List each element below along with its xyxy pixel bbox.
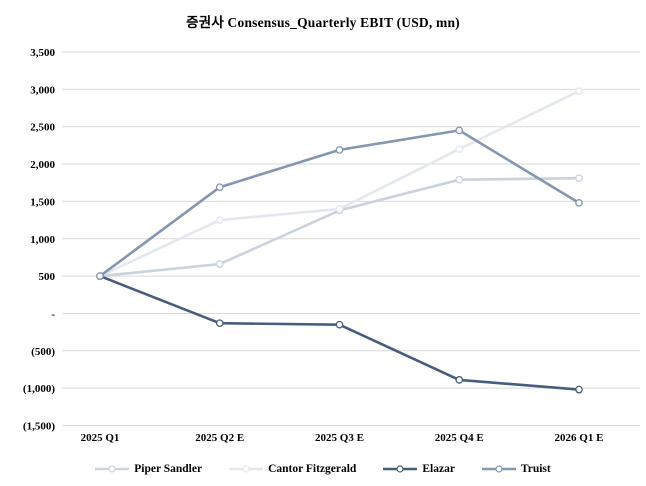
series-marker-elazar bbox=[215, 319, 224, 328]
x-axis-label: 2026 Q1 E bbox=[555, 432, 604, 444]
series-marker-truist bbox=[335, 146, 344, 154]
y-axis-tick-label: (1,000) bbox=[23, 383, 55, 395]
legend-line-marker-icon bbox=[95, 465, 130, 473]
legend-label: Truist bbox=[520, 463, 551, 475]
chart-title: 증권사 Consensus_Quarterly EBIT (USD, mn) bbox=[186, 15, 460, 30]
y-axis-tick-label: (500) bbox=[31, 346, 55, 358]
series-line-piper-sandler bbox=[98, 176, 581, 278]
series-marker-truist bbox=[215, 183, 224, 192]
series-marker-elazar bbox=[455, 376, 464, 384]
y-axis-tick-label: (1,500) bbox=[23, 421, 55, 433]
x-axis-label: 2025 Q4 E bbox=[435, 432, 484, 444]
legend-line-marker-icon bbox=[229, 465, 264, 473]
y-axis-tick-label: 1,500 bbox=[30, 196, 55, 208]
legend-label: Piper Sandler bbox=[134, 463, 203, 475]
chart-legend: Piper Sandler Cantor Fitzgerald Elazar Trui… bbox=[0, 459, 646, 479]
series-marker-piper-sandler bbox=[455, 175, 464, 184]
series-marker-truist bbox=[575, 199, 583, 207]
legend-item-piper-sandler[interactable]: Piper Sandler bbox=[95, 463, 202, 475]
legend-line-marker-icon bbox=[481, 465, 516, 473]
y-axis-tick-label: - bbox=[51, 308, 55, 320]
legend-line-marker-icon bbox=[383, 465, 418, 473]
series-marker-truist bbox=[455, 126, 464, 135]
series-marker-elazar bbox=[575, 385, 583, 394]
series-marker-cantor-fitzgerald bbox=[335, 205, 344, 213]
series-marker-piper-sandler bbox=[575, 174, 583, 183]
y-axis-tick-label: 2,500 bbox=[30, 122, 55, 134]
y-axis-tick-label: 3,000 bbox=[30, 84, 55, 96]
series-marker-cantor-fitzgerald bbox=[215, 216, 224, 224]
legend-item-cantor-fitzgerald[interactable]: Cantor Fitzgerald bbox=[229, 463, 356, 475]
y-axis-tick-label: 500 bbox=[39, 271, 56, 283]
y-axis-tick-label: 3,500 bbox=[30, 47, 55, 59]
legend-label: Elazar bbox=[422, 463, 455, 475]
legend-label: Cantor Fitzgerald bbox=[268, 463, 357, 475]
y-axis-tick-label: 2,000 bbox=[30, 159, 55, 171]
legend-item-elazar[interactable]: Elazar bbox=[383, 463, 455, 475]
x-axis-label: 2025 Q1 bbox=[81, 432, 120, 444]
series-line-elazar bbox=[98, 274, 581, 391]
series-marker-cantor-fitzgerald bbox=[575, 87, 583, 96]
y-axis-tick-label: 1,000 bbox=[30, 234, 55, 246]
x-axis-label: 2025 Q3 E bbox=[315, 432, 364, 444]
series-marker-piper-sandler bbox=[215, 260, 224, 268]
series-marker-cantor-fitzgerald bbox=[455, 145, 464, 153]
legend-item-truist[interactable]: Truist bbox=[481, 463, 551, 475]
series-line-cantor-fitzgerald bbox=[98, 89, 581, 278]
x-axis-label: 2025 Q2 E bbox=[195, 432, 244, 444]
series-marker-truist bbox=[96, 272, 104, 280]
series-marker-elazar bbox=[335, 320, 344, 329]
